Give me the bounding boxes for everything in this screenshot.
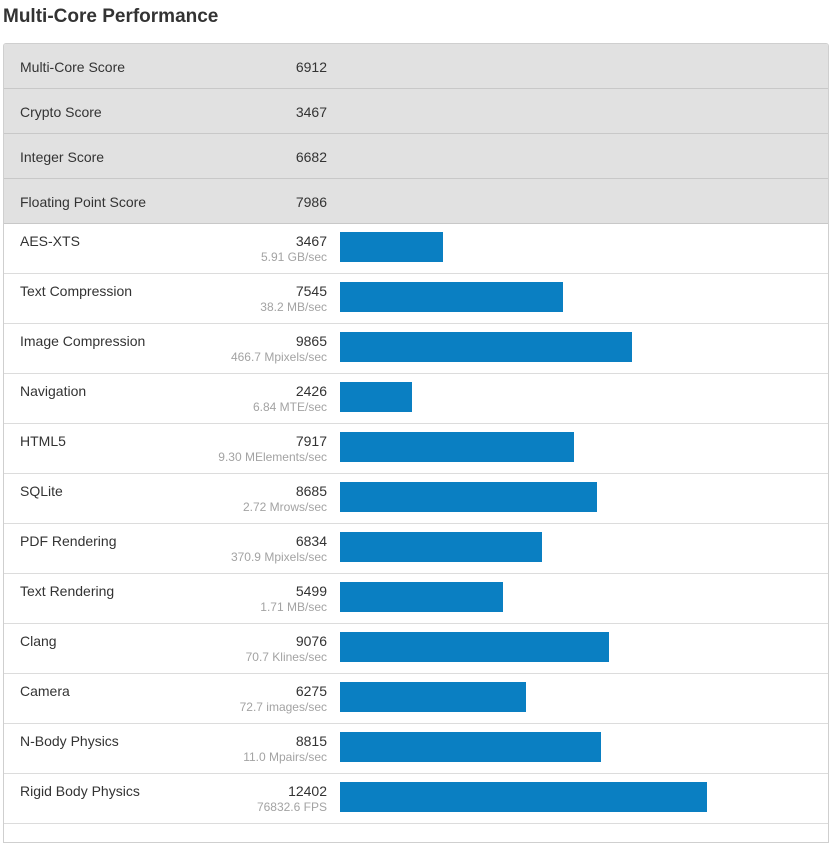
benchmark-score: 5499 xyxy=(295,583,327,599)
benchmark-score: 2426 xyxy=(295,383,327,399)
benchmark-label: Clang xyxy=(20,633,57,649)
benchmark-row-aes-xts: AES-XTS 3467 5.91 GB/sec xyxy=(4,224,828,274)
benchmark-label: PDF Rendering xyxy=(20,533,117,549)
bar-aes-xts xyxy=(340,232,443,262)
benchmark-score: 9865 xyxy=(295,333,327,349)
bar-image-compression xyxy=(340,332,632,362)
benchmark-label: Image Compression xyxy=(20,333,146,349)
benchmark-rate: 76832.6 FPS xyxy=(256,800,327,814)
benchmark-row-pdf-rendering: PDF Rendering 6834 370.9 Mpixels/sec xyxy=(4,524,828,574)
benchmark-rate: 5.91 GB/sec xyxy=(260,250,327,264)
bar-html5 xyxy=(340,432,574,462)
benchmark-score: 6834 xyxy=(295,533,327,549)
bar-n-body-physics xyxy=(340,732,601,762)
benchmark-label: N-Body Physics xyxy=(20,733,119,749)
bar-pdf-rendering xyxy=(340,532,542,562)
summary-label: Integer Score xyxy=(20,149,105,165)
benchmark-score: 8685 xyxy=(295,483,327,499)
benchmark-row-html5: HTML5 7917 9.30 MElements/sec xyxy=(4,424,828,474)
benchmark-score: 6275 xyxy=(295,683,327,699)
bar-sqlite xyxy=(340,482,597,512)
benchmark-label: Rigid Body Physics xyxy=(20,783,140,799)
summary-label: Floating Point Score xyxy=(20,194,147,210)
summary-value: 7986 xyxy=(295,194,327,210)
benchmark-label: Navigation xyxy=(20,383,87,399)
benchmark-row-camera: Camera 6275 72.7 images/sec xyxy=(4,674,828,724)
benchmark-rate: 466.7 Mpixels/sec xyxy=(230,350,327,364)
benchmark-score: 7917 xyxy=(295,433,327,449)
benchmark-row-clang: Clang 9076 70.7 Klines/sec xyxy=(4,624,828,674)
benchmark-label: SQLite xyxy=(20,483,63,499)
benchmark-row-sqlite: SQLite 8685 2.72 Mrows/sec xyxy=(4,474,828,524)
benchmark-row-rigid-body-physics: Rigid Body Physics 12402 76832.6 FPS xyxy=(4,774,828,824)
benchmark-list: AES-XTS 3467 5.91 GB/sec Text Compression 75… xyxy=(4,224,828,824)
summary-row-floating-point-score: Floating Point Score 7986 xyxy=(4,179,828,224)
bar-navigation xyxy=(340,382,412,412)
summary-label: Multi-Core Score xyxy=(20,59,126,75)
benchmark-rate: 6.84 MTE/sec xyxy=(252,400,327,414)
page-title: Multi-Core Performance xyxy=(3,6,219,27)
benchmark-rate: 9.30 MElements/sec xyxy=(218,450,327,464)
benchmark-label: Text Rendering xyxy=(20,583,115,599)
benchmark-score: 12402 xyxy=(288,783,327,799)
benchmark-row-navigation: Navigation 2426 6.84 MTE/sec xyxy=(4,374,828,424)
benchmark-rate: 70.7 Klines/sec xyxy=(245,650,327,664)
summary-value: 6682 xyxy=(295,149,327,165)
benchmark-label: Text Compression xyxy=(20,283,133,299)
benchmark-row-text-rendering: Text Rendering 5499 1.71 MB/sec xyxy=(4,574,828,624)
summary-label: Crypto Score xyxy=(20,104,102,120)
benchmark-score: 7545 xyxy=(295,283,327,299)
results-table: Multi-Core Score 6912 Crypto Score 3467 … xyxy=(3,43,829,843)
benchmark-score: 3467 xyxy=(295,233,327,249)
benchmark-score: 8815 xyxy=(295,733,327,749)
benchmark-row-n-body-physics: N-Body Physics 8815 11.0 Mpairs/sec xyxy=(4,724,828,774)
summary-row-integer-score: Integer Score 6682 xyxy=(4,134,828,179)
benchmark-row-text-compression: Text Compression 7545 38.2 MB/sec xyxy=(4,274,828,324)
benchmark-label: AES-XTS xyxy=(20,233,80,249)
benchmark-rate: 11.0 Mpairs/sec xyxy=(243,750,327,764)
benchmark-score: 9076 xyxy=(295,633,327,649)
bar-text-compression xyxy=(340,282,563,312)
bar-clang xyxy=(340,632,609,662)
summary-value: 3467 xyxy=(295,104,327,120)
summary-row-crypto-score: Crypto Score 3467 xyxy=(4,89,828,134)
benchmark-rate: 1.71 MB/sec xyxy=(260,600,327,614)
benchmark-rate: 72.7 images/sec xyxy=(239,700,327,714)
bar-rigid-body-physics xyxy=(340,782,707,812)
benchmark-row-image-compression: Image Compression 9865 466.7 Mpixels/sec xyxy=(4,324,828,374)
benchmark-rate: 38.2 MB/sec xyxy=(260,300,327,314)
benchmark-rate: 370.9 Mpixels/sec xyxy=(230,550,327,564)
summary-value: 6912 xyxy=(295,59,327,75)
summary-row-multi-core-score: Multi-Core Score 6912 xyxy=(4,44,828,89)
bar-camera xyxy=(340,682,526,712)
benchmark-label: Camera xyxy=(20,683,70,699)
benchmark-label: HTML5 xyxy=(20,433,66,449)
benchmark-rate: 2.72 Mrows/sec xyxy=(242,500,327,514)
bar-text-rendering xyxy=(340,582,503,612)
